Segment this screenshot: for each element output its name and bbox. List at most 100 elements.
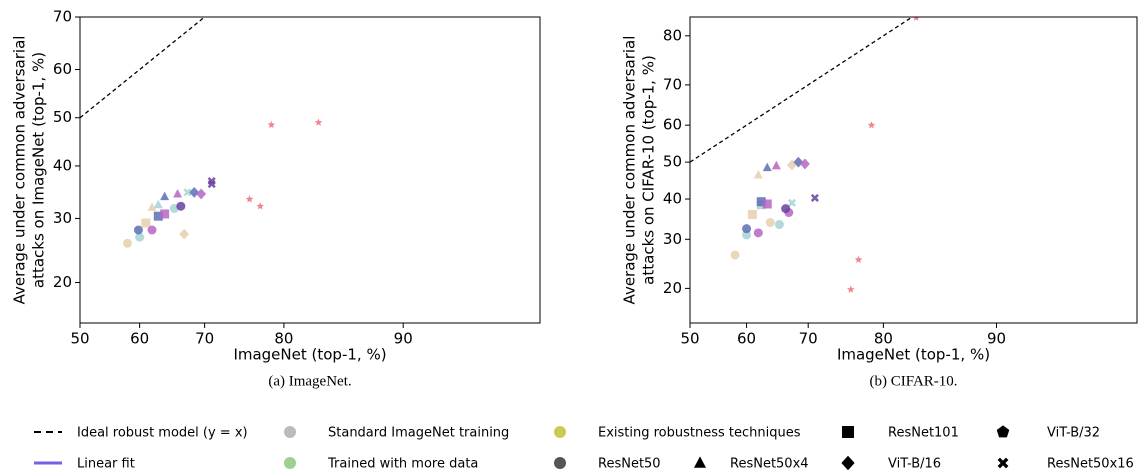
- caption: (a) ImageNet.: [268, 373, 351, 389]
- plot-area: [80, 17, 323, 248]
- marker: [753, 228, 763, 238]
- marker: [122, 238, 132, 248]
- y-tick-label: 30: [53, 209, 72, 227]
- legend-label: ResNet50: [598, 457, 661, 471]
- legend-marker: [841, 455, 855, 471]
- y-tick-label: 40: [663, 190, 682, 208]
- marker: [147, 225, 157, 235]
- marker: [781, 204, 791, 214]
- marker: [133, 225, 143, 235]
- x-tick-label: 80: [274, 330, 293, 348]
- marker: [765, 218, 775, 228]
- ideal-line: [80, 17, 206, 119]
- legend-label: Existing robustness techniques: [598, 426, 801, 441]
- marker: [762, 162, 772, 172]
- legend-label: ViT-B/16: [888, 457, 941, 471]
- marker: [176, 201, 186, 211]
- y-tick-label: 20: [53, 273, 72, 291]
- marker: [787, 159, 797, 171]
- legend-label: Standard ImageNet training: [328, 426, 509, 441]
- y-tick-label: 30: [663, 230, 682, 248]
- legend-marker: [997, 457, 1009, 469]
- y-axis-label: Average under common adversarial: [11, 36, 29, 305]
- marker: [756, 197, 766, 207]
- marker: [730, 250, 740, 260]
- legend-marker: [842, 426, 854, 438]
- marker: [771, 160, 781, 170]
- y-tick-label: 50: [53, 108, 72, 126]
- marker: [742, 224, 752, 234]
- marker: [207, 176, 216, 186]
- legend-label: ResNet101: [888, 426, 959, 441]
- marker: [189, 186, 200, 198]
- x-tick-label: 70: [799, 330, 818, 348]
- marker: [787, 198, 797, 207]
- x-tick-label: 50: [680, 330, 699, 348]
- marker: [183, 188, 192, 197]
- marker: [179, 228, 190, 240]
- y-tick-label: 40: [53, 156, 72, 174]
- legend-marker: [554, 457, 566, 469]
- marker: [742, 230, 752, 240]
- y-tick-label: 60: [53, 60, 72, 78]
- marker: [793, 156, 804, 168]
- star-point: [245, 195, 254, 203]
- marker: [153, 211, 163, 221]
- star-point: [314, 118, 323, 126]
- star-point: [854, 255, 863, 263]
- marker: [135, 232, 145, 242]
- marker: [141, 218, 151, 228]
- legend-marker: [996, 425, 1010, 438]
- x-tick-label: 60: [130, 330, 149, 348]
- x-tick-label: 90: [394, 330, 413, 348]
- y-tick-label: 20: [663, 279, 682, 297]
- caption: (b) CIFAR-10.: [869, 373, 957, 389]
- marker: [160, 209, 170, 219]
- y-tick-label: 60: [663, 116, 682, 134]
- marker: [799, 158, 810, 170]
- axes-frame: [79, 16, 541, 324]
- legend-marker: [284, 426, 296, 438]
- legend-label: Ideal robust model (y = x): [77, 426, 248, 441]
- marker: [753, 169, 763, 179]
- ideal-line: [690, 17, 913, 163]
- star-point: [846, 285, 855, 293]
- legend-label: ResNet50x4: [730, 457, 809, 471]
- plot-area: [690, 17, 920, 293]
- legend-marker: [554, 426, 566, 438]
- y-tick-label: 70: [663, 75, 682, 93]
- marker: [173, 188, 183, 198]
- legend-label: ResNet50x16: [1047, 457, 1134, 471]
- star-point: [913, 17, 920, 21]
- x-tick-label: 50: [70, 330, 89, 348]
- axes-frame: [689, 16, 1138, 324]
- star-point: [267, 120, 276, 129]
- star-point: [256, 202, 265, 210]
- legend-marker: [284, 457, 296, 469]
- y-axis-label: Average under common adversarial: [621, 36, 639, 305]
- legend-label: Trained with more data: [327, 457, 478, 471]
- marker: [153, 199, 163, 209]
- legend-marker: [694, 456, 706, 468]
- marker: [810, 193, 819, 202]
- x-tick-label: 70: [195, 330, 214, 348]
- y-axis-label: attacks on CIFAR-10 (top-1, %): [640, 55, 658, 285]
- x-tick-label: 90: [987, 330, 1006, 348]
- legend-label: Linear fit: [77, 457, 135, 471]
- y-tick-label: 80: [663, 26, 682, 44]
- star-point: [867, 121, 876, 129]
- marker: [747, 210, 757, 220]
- marker: [196, 188, 207, 200]
- x-axis-label: ImageNet (top-1, %): [233, 346, 386, 364]
- marker: [774, 220, 784, 230]
- marker: [762, 199, 772, 209]
- legend-label: ViT-B/32: [1047, 426, 1100, 441]
- y-tick-label: 50: [663, 153, 682, 171]
- y-tick-label: 70: [53, 8, 72, 26]
- marker: [160, 191, 170, 201]
- x-axis-label: ImageNet (top-1, %): [837, 346, 990, 364]
- y-axis-label: attacks on ImageNet (top-1, %): [30, 52, 48, 288]
- x-tick-label: 80: [874, 330, 893, 348]
- marker: [147, 202, 157, 211]
